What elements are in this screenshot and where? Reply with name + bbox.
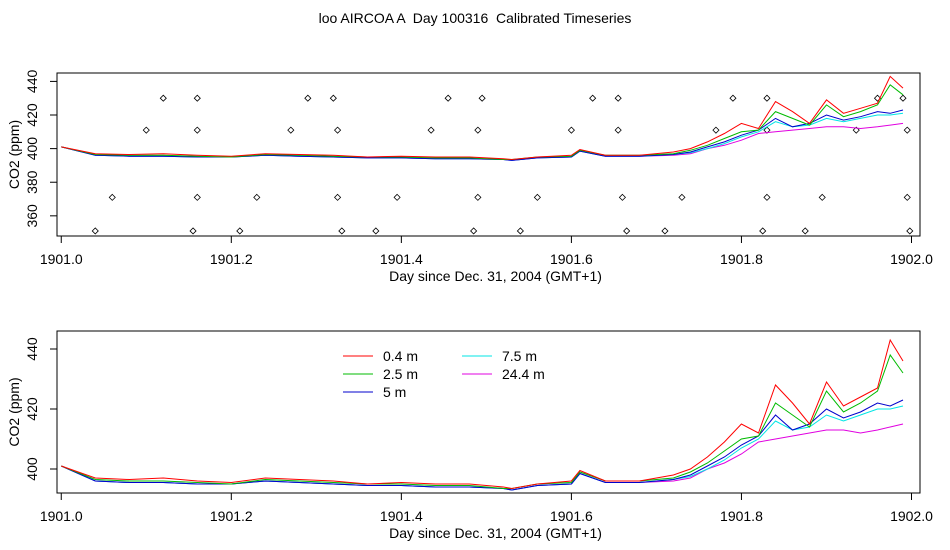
outlier-point-4 <box>189 227 197 235</box>
plot-frame-bottom <box>56 330 921 494</box>
outlier-point-1 <box>108 193 116 201</box>
y-tick-label-top-0: 360 <box>24 204 40 228</box>
outlier-point-2 <box>142 126 150 134</box>
outlier-point-6 <box>193 126 201 134</box>
legend-label-2: 5 m <box>383 384 406 400</box>
outlier-point-15 <box>338 227 346 235</box>
x-tick-label-top-5: 1902.0 <box>890 251 933 267</box>
y-tick-label-bottom-0: 400 <box>24 457 40 481</box>
outlier-point-12 <box>329 94 337 102</box>
outlier-point-27 <box>589 94 597 102</box>
x-tick-label-bottom-5: 1902.0 <box>890 508 933 524</box>
outlier-point-42 <box>852 126 860 134</box>
outlier-point-30 <box>618 193 626 201</box>
y-tick-label-bottom-1: 420 <box>24 397 40 421</box>
outlier-point-23 <box>478 94 486 102</box>
y-tick-label-top-3: 420 <box>24 103 40 127</box>
x-tick-label-bottom-4: 1901.8 <box>720 508 763 524</box>
legend-label-1: 2.5 m <box>383 366 418 382</box>
y-axis-title-bottom: CO2 (ppm) <box>6 377 22 446</box>
outlier-point-45 <box>903 126 911 134</box>
outlier-point-43 <box>873 94 882 102</box>
outlier-point-47 <box>906 227 914 235</box>
x-tick-label-top-4: 1901.8 <box>720 251 763 267</box>
outlier-point-39 <box>763 94 771 102</box>
outlier-point-32 <box>661 227 669 235</box>
x-tick-label-top-1: 1901.2 <box>210 251 253 267</box>
outlier-point-26 <box>567 126 575 134</box>
outlier-point-25 <box>533 193 541 201</box>
outlier-point-44 <box>899 94 907 102</box>
page-title: loo AIRCOA A Day 100316 Calibrated Times… <box>318 10 632 26</box>
x-axis-title-top: Day since Dec. 31, 2004 (GMT+1) <box>389 268 602 284</box>
series-line-top-5-m <box>61 109 904 161</box>
y-axis-title-top: CO2 (ppm) <box>6 120 22 189</box>
outlier-point-13 <box>334 126 342 134</box>
series-line-bottom-7-5-m <box>61 405 904 491</box>
outlier-point-46 <box>903 193 911 201</box>
outlier-point-21 <box>474 193 482 201</box>
x-tick-label-bottom-2: 1901.4 <box>380 508 423 524</box>
y-tick-label-bottom-2: 440 <box>24 337 40 361</box>
outlier-point-29 <box>614 94 622 102</box>
outlier-point-37 <box>763 193 771 201</box>
x-tick-label-bottom-0: 1901.0 <box>40 508 83 524</box>
outlier-point-36 <box>759 227 767 235</box>
series-line-bottom-2-5-m <box>61 353 904 489</box>
x-tick-label-top-0: 1901.0 <box>40 251 83 267</box>
outlier-point-24 <box>516 227 524 235</box>
outlier-point-9 <box>253 193 261 201</box>
outlier-point-11 <box>304 94 312 102</box>
y-tick-label-top-1: 380 <box>24 170 40 194</box>
outlier-point-8 <box>236 227 244 235</box>
outlier-point-34 <box>712 126 720 134</box>
plot-frame-top <box>56 72 921 237</box>
outlier-point-41 <box>818 193 826 201</box>
outlier-point-10 <box>287 126 295 134</box>
y-tick-label-top-2: 400 <box>24 137 40 161</box>
outlier-point-40 <box>801 227 809 235</box>
outlier-point-17 <box>393 193 401 201</box>
outlier-point-3 <box>159 94 167 102</box>
legend-label-4: 24.4 m <box>502 366 545 382</box>
x-tick-label-top-3: 1901.6 <box>550 251 593 267</box>
x-axis-title-bottom: Day since Dec. 31, 2004 (GMT+1) <box>389 525 602 541</box>
x-tick-label-top-2: 1901.4 <box>380 251 423 267</box>
series-line-top-2-5-m <box>61 84 904 160</box>
outlier-point-28 <box>614 126 622 134</box>
outlier-point-5 <box>193 193 201 201</box>
outlier-point-0 <box>91 227 99 235</box>
x-tick-label-bottom-1: 1901.2 <box>210 508 253 524</box>
legend-label-0: 0.4 m <box>383 348 418 364</box>
outlier-point-16 <box>372 227 380 235</box>
outlier-point-19 <box>444 94 452 102</box>
outlier-point-7 <box>193 94 201 102</box>
series-line-top-7-5-m <box>61 112 904 161</box>
outlier-point-20 <box>470 227 478 235</box>
series-line-bottom-0-4-m <box>61 338 904 490</box>
outlier-point-14 <box>334 193 342 201</box>
outlier-point-18 <box>427 126 435 134</box>
legend-label-3: 7.5 m <box>502 348 537 364</box>
series-line-top-0-4-m <box>61 75 904 161</box>
outlier-point-33 <box>678 193 686 201</box>
outlier-point-35 <box>729 94 737 102</box>
outlier-point-22 <box>474 126 482 134</box>
outlier-point-31 <box>623 227 631 235</box>
series-line-bottom-5-m <box>61 399 904 491</box>
x-tick-label-bottom-3: 1901.6 <box>550 508 593 524</box>
y-tick-label-top-4: 440 <box>24 70 40 94</box>
